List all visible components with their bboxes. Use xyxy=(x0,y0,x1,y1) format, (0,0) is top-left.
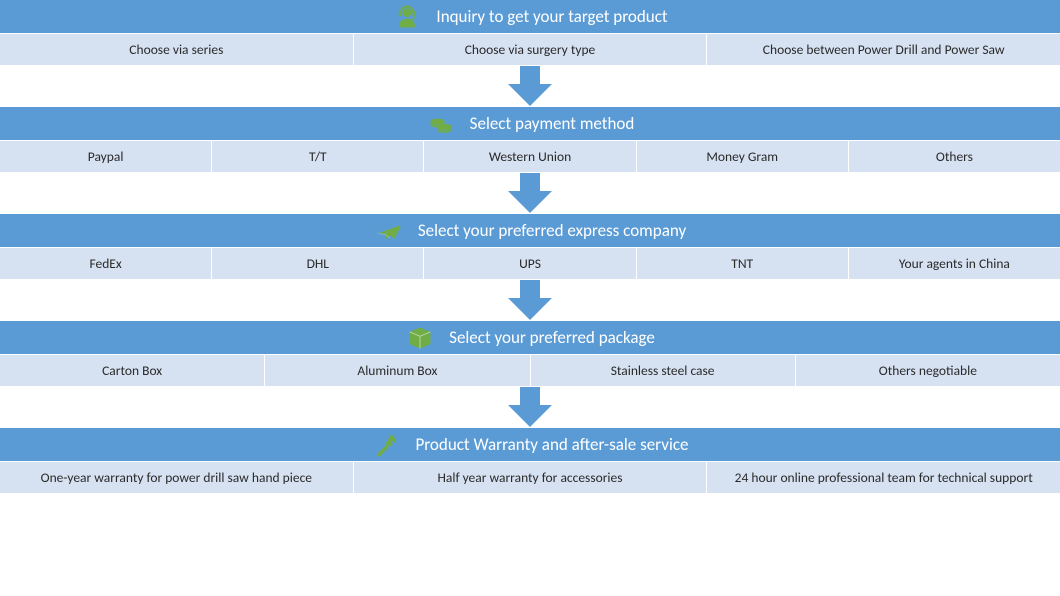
step-option: One-year warranty for power drill saw ha… xyxy=(0,462,354,493)
step-option: Western Union xyxy=(424,141,636,172)
coins-icon xyxy=(426,109,456,139)
process-step: Select your preferred express company Fe… xyxy=(0,214,1060,279)
step-title: Select your preferred express company xyxy=(418,220,686,241)
step-option: Stainless steel case xyxy=(531,355,796,386)
step-option: Paypal xyxy=(0,141,212,172)
process-step: Product Warranty and after-sale service … xyxy=(0,428,1060,493)
plane-icon xyxy=(374,216,404,246)
step-title: Inquiry to get your target product xyxy=(436,6,667,27)
process-step: Select payment method PaypalT/TWestern U… xyxy=(0,107,1060,172)
tools-icon xyxy=(371,430,401,460)
step-option: Aluminum Box xyxy=(265,355,530,386)
step-options-row: FedExDHLUPSTNTYour agents in China xyxy=(0,248,1060,279)
step-header: Select your preferred package xyxy=(0,321,1060,355)
step-options-row: Carton BoxAluminum BoxStainless steel ca… xyxy=(0,355,1060,386)
process-step: Select your preferred package Carton Box… xyxy=(0,321,1060,386)
step-header: Select payment method xyxy=(0,107,1060,141)
step-option: Your agents in China xyxy=(849,248,1060,279)
step-option: Choose via series xyxy=(0,34,354,65)
step-title: Select your preferred package xyxy=(449,327,655,348)
flow-arrow xyxy=(0,172,1060,214)
step-option: Others negotiable xyxy=(796,355,1060,386)
flow-arrow xyxy=(0,279,1060,321)
step-option: 24 hour online professional team for tec… xyxy=(707,462,1060,493)
step-title: Product Warranty and after-sale service xyxy=(415,434,688,455)
step-header: Inquiry to get your target product xyxy=(0,0,1060,34)
step-options-row: PaypalT/TWestern UnionMoney GramOthers xyxy=(0,141,1060,172)
step-option: Carton Box xyxy=(0,355,265,386)
step-option: T/T xyxy=(212,141,424,172)
process-step: Inquiry to get your target product Choos… xyxy=(0,0,1060,65)
step-option: Choose via surgery type xyxy=(354,34,708,65)
flow-arrow xyxy=(0,386,1060,428)
step-header: Product Warranty and after-sale service xyxy=(0,428,1060,462)
box-icon xyxy=(405,323,435,353)
step-option: Half year warranty for accessories xyxy=(354,462,708,493)
process-flow-diagram: Inquiry to get your target product Choos… xyxy=(0,0,1060,493)
step-option: Choose between Power Drill and Power Saw xyxy=(707,34,1060,65)
headset-icon xyxy=(392,2,422,32)
step-title: Select payment method xyxy=(470,113,635,134)
step-options-row: One-year warranty for power drill saw ha… xyxy=(0,462,1060,493)
step-option: DHL xyxy=(212,248,424,279)
step-option: Others xyxy=(849,141,1060,172)
step-option: TNT xyxy=(637,248,849,279)
step-option: Money Gram xyxy=(637,141,849,172)
step-header: Select your preferred express company xyxy=(0,214,1060,248)
flow-arrow xyxy=(0,65,1060,107)
step-option: UPS xyxy=(424,248,636,279)
step-option: FedEx xyxy=(0,248,212,279)
step-options-row: Choose via seriesChoose via surgery type… xyxy=(0,34,1060,65)
